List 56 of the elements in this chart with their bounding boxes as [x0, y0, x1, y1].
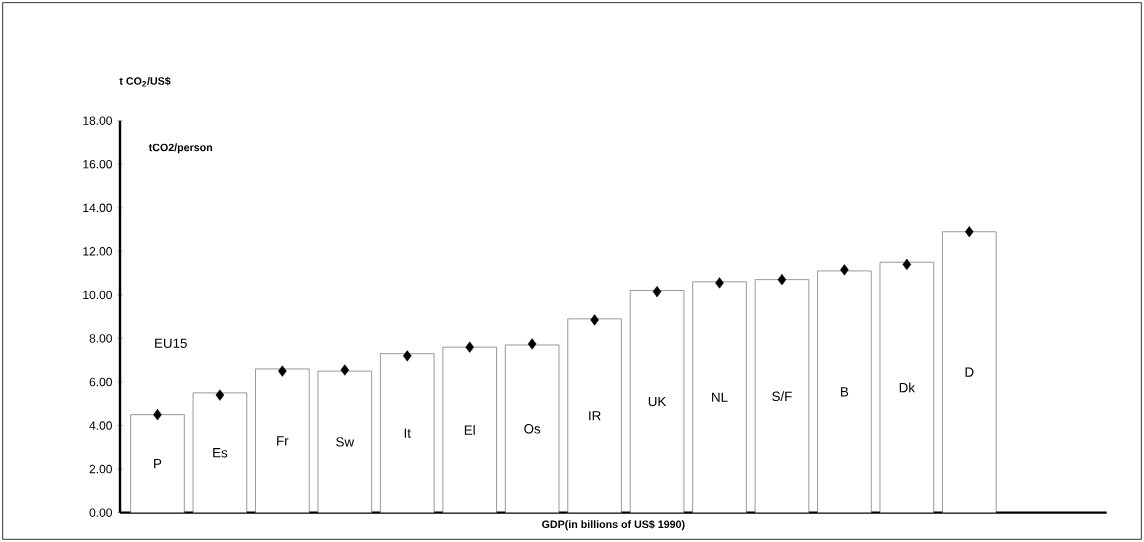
y-tick-label: 6.00 [89, 377, 112, 387]
x-tick-label: Sw [336, 437, 355, 447]
y-axis-title: t CO$_{2}$/US$ [119, 76, 171, 87]
bar [942, 231, 997, 513]
bar [317, 370, 372, 513]
bar [692, 281, 747, 513]
x-axis-title: GDP(in billions of US$ 1990) [542, 520, 685, 531]
y-tick-label: 18.00 [83, 116, 112, 125]
point [652, 286, 662, 298]
annotation: tCO2/person [148, 143, 213, 154]
point [902, 258, 912, 270]
x-tick-label: IR [589, 411, 601, 421]
y-tick-label: 0.00 [89, 508, 112, 517]
bar [192, 392, 248, 513]
y-tick-label: 12.00 [83, 247, 112, 256]
point [153, 409, 162, 421]
y-tick-label: 2.00 [89, 464, 112, 474]
y-tick-label: 8.00 [89, 334, 112, 343]
x-tick-label: S/F [772, 391, 792, 402]
x-tick-label: P [154, 459, 162, 469]
point [340, 364, 350, 376]
point [965, 226, 974, 238]
point [527, 338, 537, 350]
point [715, 277, 724, 289]
bar [629, 290, 685, 513]
y-tick-label: 4.00 [89, 421, 112, 430]
point [402, 350, 412, 362]
point [777, 274, 787, 286]
bar [879, 261, 934, 513]
x-tick-label: Fr [277, 436, 289, 446]
x-tick-label: Es [213, 448, 228, 458]
x-tick-label: Os [524, 424, 541, 434]
bar [505, 344, 560, 513]
point [215, 389, 225, 401]
x-tick-label: D [965, 367, 974, 377]
y-tick-label: 10.00 [83, 290, 112, 300]
x-tick-label: NL [712, 392, 728, 402]
bar [442, 346, 497, 513]
point [590, 314, 599, 326]
point [465, 341, 474, 353]
y-tick-label: 14.00 [83, 203, 112, 213]
annotation: EU15 [155, 338, 187, 348]
bar [380, 353, 435, 513]
bar [255, 368, 310, 513]
bar [754, 279, 810, 513]
x-tick-label: UK [648, 396, 667, 407]
point [840, 264, 849, 276]
bar [817, 270, 872, 513]
bar [567, 318, 622, 513]
x-tick-label: B [841, 387, 849, 397]
bar [130, 414, 185, 513]
y-tick-label: 16.00 [83, 159, 112, 169]
x-tick-label: Dk [899, 382, 916, 393]
x-tick-label: El [464, 425, 475, 435]
x-tick-label: It [404, 428, 411, 438]
point [278, 365, 287, 377]
